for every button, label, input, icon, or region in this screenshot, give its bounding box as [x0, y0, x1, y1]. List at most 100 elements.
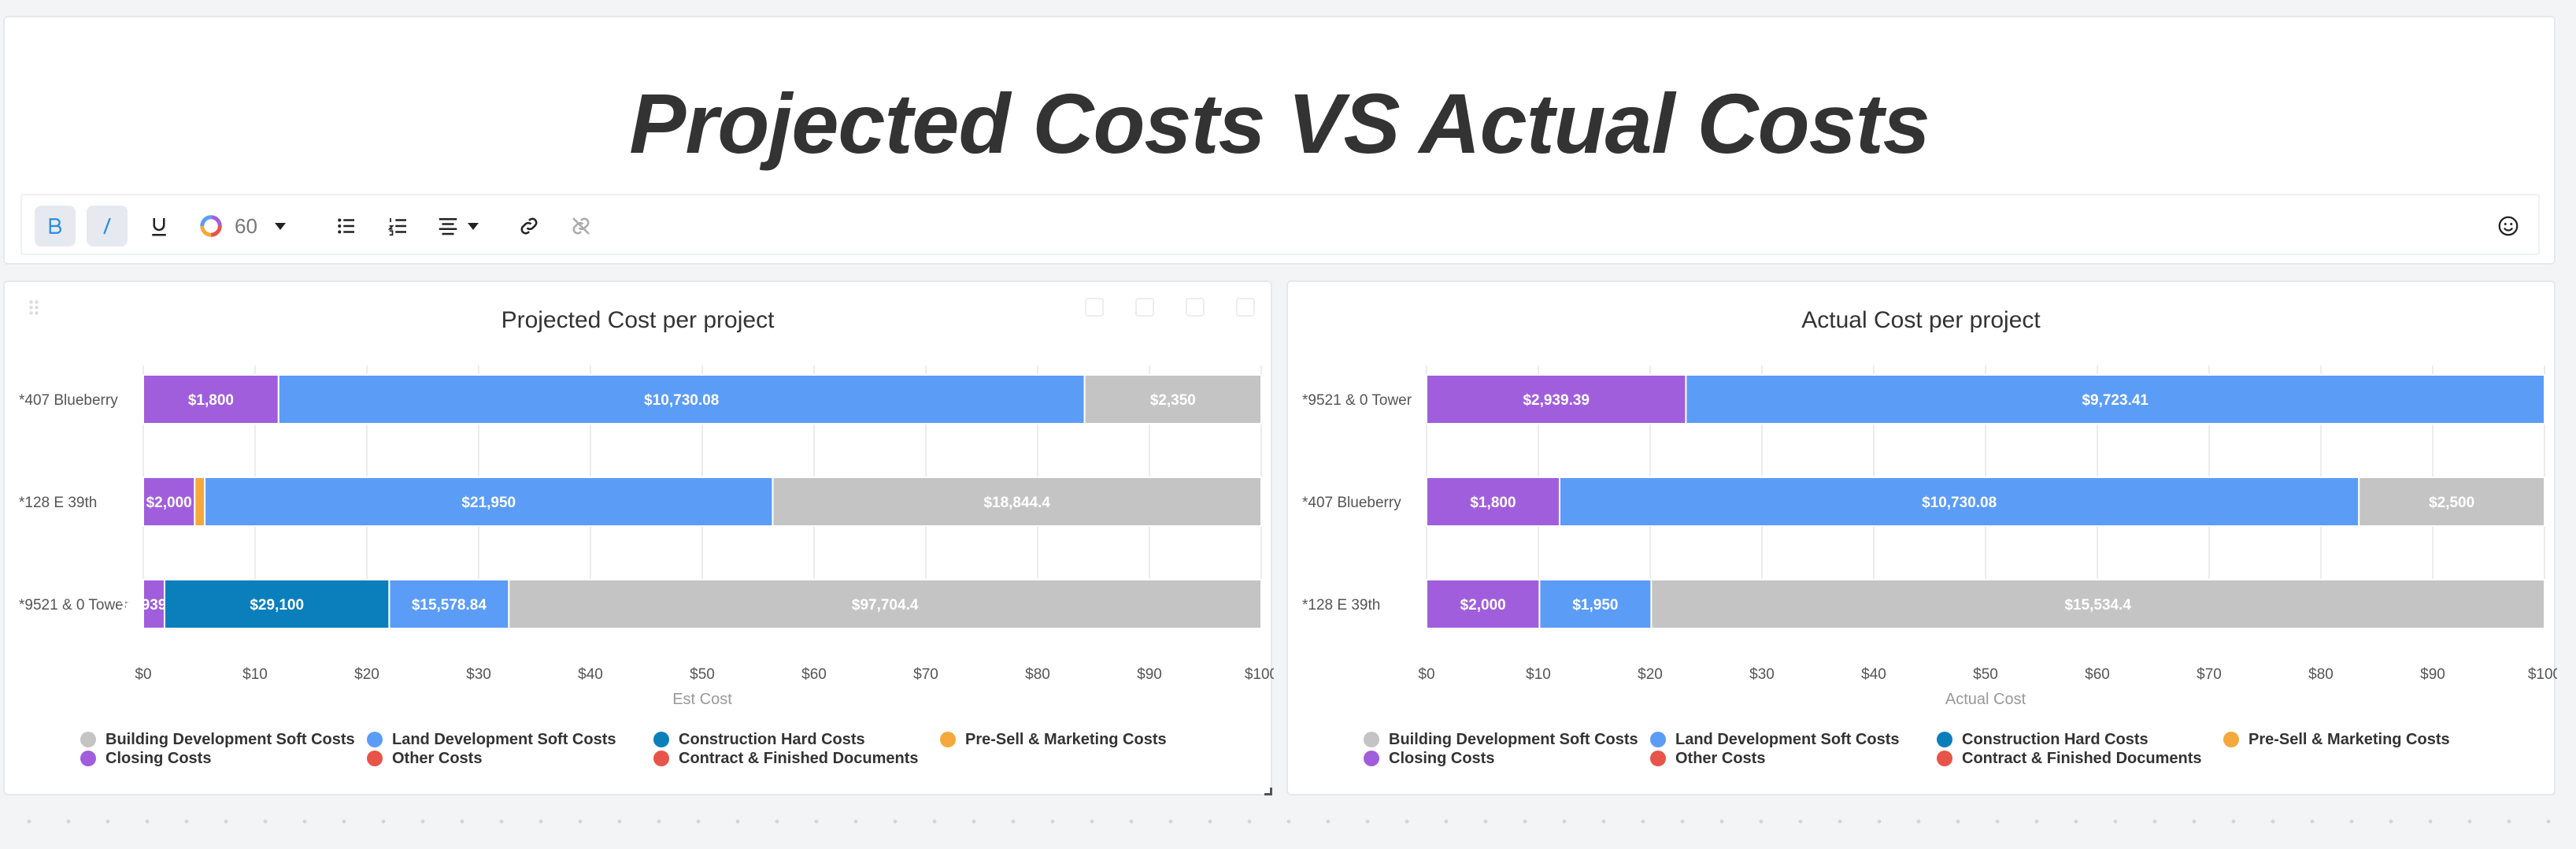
legend-item[interactable]: Contract & Finished Documents	[653, 750, 940, 767]
legend-dot	[80, 751, 96, 766]
legend-item[interactable]: Closing Costs	[80, 750, 367, 767]
legend-item[interactable]: Contract & Finished Documents	[1937, 750, 2223, 767]
legend-label: Pre-Sell & Marketing Costs	[2248, 730, 2450, 748]
bullet-list-icon	[338, 218, 354, 234]
legend-label: Land Development Soft Costs	[392, 730, 616, 748]
bold-button[interactable]	[35, 206, 76, 247]
legend-label: Contract & Finished Documents	[1962, 749, 2202, 767]
y-category-label: *128 E 39th	[1302, 597, 1380, 614]
italic-button[interactable]	[87, 206, 128, 247]
page-title[interactable]: Projected Costs VS Actual Costs	[629, 76, 1930, 171]
expand-icon[interactable]	[1236, 298, 1255, 317]
align-center-icon	[439, 218, 457, 235]
bar-data-label: $2,000	[146, 495, 192, 511]
bar-segment	[1538, 579, 1653, 629]
y-category-label: *9521 & 0 Tower	[19, 597, 129, 614]
legend-dot	[367, 751, 383, 766]
actual-cost-chart-widget[interactable]: Actual Cost per project $0 $10 $20 $30 $40 $5…	[1286, 280, 2557, 795]
emoji-icon	[2498, 216, 2519, 236]
legend-label: Closing Costs	[1389, 749, 1495, 767]
color-wheel-icon	[200, 215, 222, 237]
actual-cost-bar-chart: $0 $10 $20 $30 $40 $50 $60 $70 $80 $90 $100 Actual …	[1302, 365, 2557, 708]
legend-label: Construction Hard Costs	[1962, 730, 2149, 748]
x-tick-label: $90	[2420, 666, 2445, 683]
projected-cost-chart-widget[interactable]: Projected Cost per project $0 $10 $20 $30 $4…	[3, 280, 1274, 795]
underline-button[interactable]	[139, 206, 180, 247]
filter-icon[interactable]	[1085, 298, 1104, 317]
drag-handle-icon[interactable]	[28, 299, 39, 317]
bar-segment	[1083, 374, 1263, 424]
underline-icon	[152, 218, 166, 236]
bar-data-label: $10,730.08	[644, 392, 719, 409]
legend-label: Pre-Sell & Marketing Costs	[965, 730, 1167, 748]
chevron-down-icon	[274, 222, 286, 230]
bar-data-label: $2,939.39	[1523, 392, 1590, 409]
bar-segment	[142, 374, 279, 424]
legend-item[interactable]: Closing Costs	[1364, 750, 1650, 767]
x-tick-label: $10	[1526, 666, 1551, 683]
x-tick-label: $20	[354, 666, 379, 683]
legend-item[interactable]: Construction Hard Costs	[1937, 731, 2223, 748]
chart-legend: Building Development Soft Costs Land Dev…	[1364, 731, 2466, 767]
link-icon	[520, 217, 538, 235]
bar-data-label: $1,800	[1470, 495, 1516, 511]
legend-dot	[2223, 732, 2239, 747]
legend-dot	[1364, 751, 1379, 766]
title-text-widget[interactable]: Projected Costs VS Actual Costs 60	[3, 16, 2556, 265]
emoji-button[interactable]	[2488, 206, 2529, 247]
x-tick-label: $50	[690, 666, 715, 683]
bar-data-label: $29,100	[250, 597, 304, 614]
legend-item[interactable]: Pre-Sell & Marketing Costs	[2223, 731, 2459, 748]
legend-item[interactable]: Land Development Soft Costs	[1650, 731, 1937, 748]
x-tick-label: $40	[1861, 666, 1886, 683]
legend-item[interactable]: Building Development Soft Costs	[80, 731, 367, 748]
legend-dot	[1650, 751, 1666, 766]
x-tick-label: $60	[801, 666, 827, 683]
resize-handle[interactable]	[1264, 788, 1272, 795]
projected-cost-bar-chart: $0 $10 $20 $30 $40 $50 $60 $70 $80 $90 $100 Est Cos…	[19, 365, 1274, 708]
legend-item[interactable]: Pre-Sell & Marketing Costs	[940, 731, 1176, 748]
insert-link-button[interactable]	[509, 206, 550, 247]
bullet-list-button[interactable]	[326, 206, 367, 247]
numbered-list-button[interactable]	[378, 206, 419, 247]
unlink-button[interactable]	[561, 206, 601, 247]
canvas-dot-grid	[0, 794, 2576, 849]
y-category-label: *128 E 39th	[19, 495, 97, 511]
comment-icon[interactable]	[1135, 298, 1154, 317]
chart-legend: Building Development Soft Costs Land Dev…	[80, 731, 1183, 767]
legend-dot	[1364, 732, 1379, 747]
bar-data-label: $9,723.41	[2082, 392, 2149, 409]
x-tick-label: $60	[2085, 666, 2110, 683]
legend-item[interactable]: Other Costs	[367, 750, 653, 767]
bar-segment	[142, 476, 196, 527]
x-tick-label: $100	[2528, 666, 2557, 683]
legend-label: Land Development Soft Costs	[1675, 730, 1900, 748]
align-select[interactable]	[430, 206, 485, 247]
legend-label: Closing Costs	[105, 749, 212, 767]
x-tick-label: $100	[1245, 666, 1274, 683]
x-tick-label: $50	[1973, 666, 1998, 683]
x-tick-label: $70	[2197, 666, 2222, 683]
legend-item[interactable]: Other Costs	[1650, 750, 1937, 767]
bar-data-label: $1,950	[1572, 597, 1618, 614]
legend-label: Construction Hard Costs	[679, 730, 865, 748]
legend-dot	[653, 751, 669, 766]
x-tick-label: $30	[466, 666, 491, 683]
y-category-label: *9521 & 0 Tower	[1302, 392, 1412, 409]
bar-segment	[388, 579, 510, 629]
text-color-button[interactable]	[191, 206, 231, 247]
y-category-label: *407 Blueberry	[1302, 495, 1401, 511]
chevron-down-icon	[468, 222, 479, 230]
chart-title: Actual Cost per project	[1801, 307, 2041, 333]
x-axis-label: Est Cost	[672, 691, 732, 708]
legend-dot	[1937, 751, 1952, 766]
x-tick-label: $80	[1025, 666, 1050, 683]
legend-item[interactable]: Building Development Soft Costs	[1364, 731, 1650, 748]
bar-segment	[1650, 579, 2545, 629]
bar-data-label: $2,000	[1460, 597, 1506, 614]
font-size-select[interactable]: 60	[235, 206, 286, 247]
legend-item[interactable]: Land Development Soft Costs	[367, 731, 653, 748]
legend-item[interactable]: Construction Hard Costs	[653, 731, 940, 748]
gear-icon[interactable]	[1186, 298, 1205, 317]
bar-data-label: $97,704.4	[852, 597, 919, 614]
